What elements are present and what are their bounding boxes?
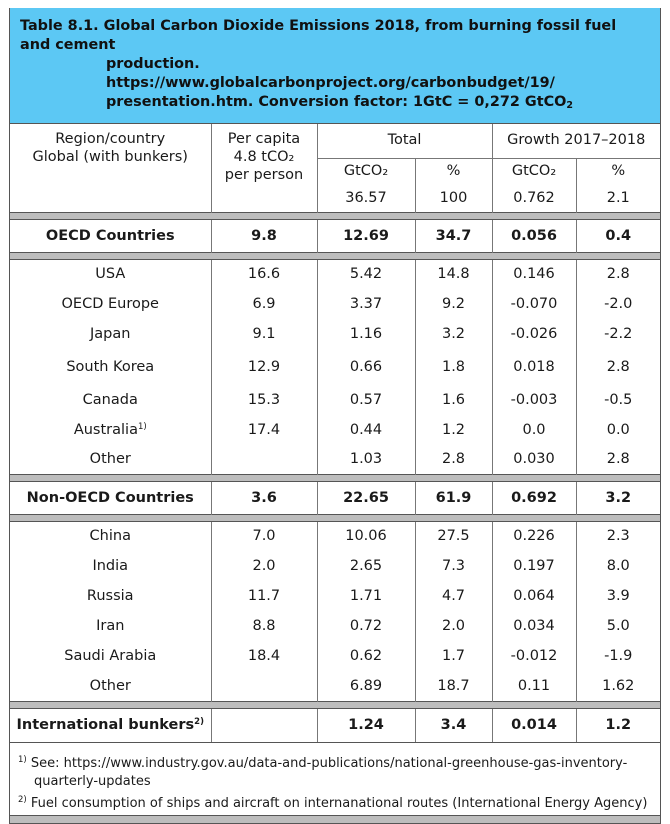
footnote-1-continued: quarterly-updates — [34, 774, 151, 789]
bottom-bar — [10, 815, 660, 824]
table-row: Canada 15.3 0.57 1.6 -0.003 -0.5 — [10, 384, 660, 415]
separator — [10, 700, 660, 709]
table-row: USA 16.6 5.42 14.8 0.146 2.8 — [10, 259, 660, 289]
table-row: OECD Europe 6.9 3.37 9.2 -0.070 -2.0 — [10, 289, 660, 319]
non-oecd-total-row: Non-OECD Countries 3.6 22.65 61.9 0.692 … — [10, 481, 660, 514]
caption-line-1: Table 8.1. Global Carbon Dioxide Emissio… — [20, 18, 617, 53]
caption-line-2: production. https://www.globalcarbonproj… — [106, 56, 555, 91]
table-row: Australia1) 17.4 0.44 1.2 0.0 0.0 — [10, 415, 660, 444]
global-values-row: 36.57 100 0.762 2.1 — [10, 184, 660, 212]
table-row: Other 1.03 2.8 0.030 2.8 — [10, 444, 660, 474]
header-units-row: GtCO₂ % GtCO₂ % — [10, 158, 660, 184]
header-row-top: Region/country Global (with bunkers) Per… — [10, 124, 660, 212]
unit-growth-pct: % — [611, 163, 626, 180]
table-row: Japan 9.1 1.16 3.2 -0.026 -2.2 — [10, 319, 660, 349]
emissions-table: Region/country Global (with bunkers) Per… — [10, 124, 660, 742]
footnote-2: 2) Fuel consumption of ships and aircraf… — [18, 795, 648, 811]
unit-growth-gtco2: GtCO₂ — [492, 158, 577, 184]
table-row: Russia 11.7 1.71 4.7 0.064 3.9 — [10, 581, 660, 611]
table-row: South Korea 12.9 0.66 1.8 0.018 2.8 — [10, 349, 660, 384]
global-total: 36.57 — [317, 184, 416, 212]
header-total: Total — [317, 124, 493, 159]
global-pct: 100 — [415, 184, 493, 212]
global-growth: 0.762 — [492, 184, 577, 212]
global-growth-pct: 2.1 — [606, 189, 630, 206]
footnote-ref-2: 2) — [194, 717, 204, 728]
table-row: India 2.0 2.65 7.3 0.197 8.0 — [10, 551, 660, 581]
header-region: Region/country Global (with bunkers) — [10, 124, 212, 212]
footnotes: 1) See: https://www.industry.gov.au/data… — [10, 742, 660, 815]
table-row: Other 6.89 18.7 0.11 1.62 — [10, 671, 660, 701]
bunkers-row: International bunkers2) 1.24 3.4 0.014 1… — [10, 708, 660, 742]
caption-line-3: presentation.htm. Conversion factor: 1Gt… — [106, 94, 574, 111]
table-caption: Table 8.1. Global Carbon Dioxide Emissio… — [10, 8, 660, 124]
footnote-ref-1: 1) — [137, 421, 147, 432]
header-per-capita: Per capita 4.8 tCO₂ per person — [211, 124, 318, 212]
footnote-1: 1) See: https://www.industry.gov.au/data… — [18, 755, 628, 771]
table-row: Saudi Arabia 18.4 0.62 1.7 -0.012 -1.9 — [10, 641, 660, 671]
separator — [10, 251, 660, 260]
emissions-table-frame: Table 8.1. Global Carbon Dioxide Emissio… — [9, 8, 661, 824]
header-growth: Growth 2017–2018 — [492, 124, 660, 159]
unit-total-gtco2: GtCO₂ — [317, 158, 416, 184]
table-row: China 7.0 10.06 27.5 0.226 2.3 — [10, 521, 660, 551]
table-row: Iran 8.8 0.72 2.0 0.034 5.0 — [10, 611, 660, 641]
separator — [10, 473, 660, 482]
oecd-total-row: OECD Countries 9.8 12.69 34.7 0.056 0.4 — [10, 219, 660, 252]
unit-total-pct: % — [415, 158, 493, 184]
separator — [10, 211, 660, 220]
separator — [10, 513, 660, 522]
